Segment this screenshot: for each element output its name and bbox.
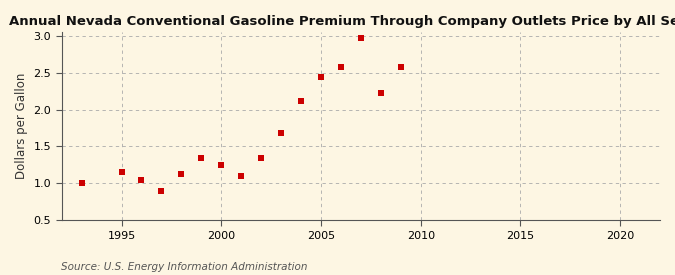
Point [256,155,267,160]
Point [275,131,286,135]
Y-axis label: Dollars per Gallon: Dollars per Gallon [15,73,28,179]
Point [335,64,346,69]
Text: Source: U.S. Energy Information Administration: Source: U.S. Energy Information Administ… [61,262,307,272]
Point [176,172,187,176]
Point [116,170,127,175]
Title: Annual Nevada Conventional Gasoline Premium Through Company Outlets Price by All: Annual Nevada Conventional Gasoline Prem… [9,15,675,28]
Point [76,181,87,186]
Point [196,155,207,160]
Point [236,174,246,178]
Point [375,91,386,95]
Point [316,75,327,79]
Point [296,98,306,103]
Point [136,177,147,182]
Point [156,189,167,193]
Point [396,64,406,69]
Point [216,163,227,167]
Point [356,36,367,40]
